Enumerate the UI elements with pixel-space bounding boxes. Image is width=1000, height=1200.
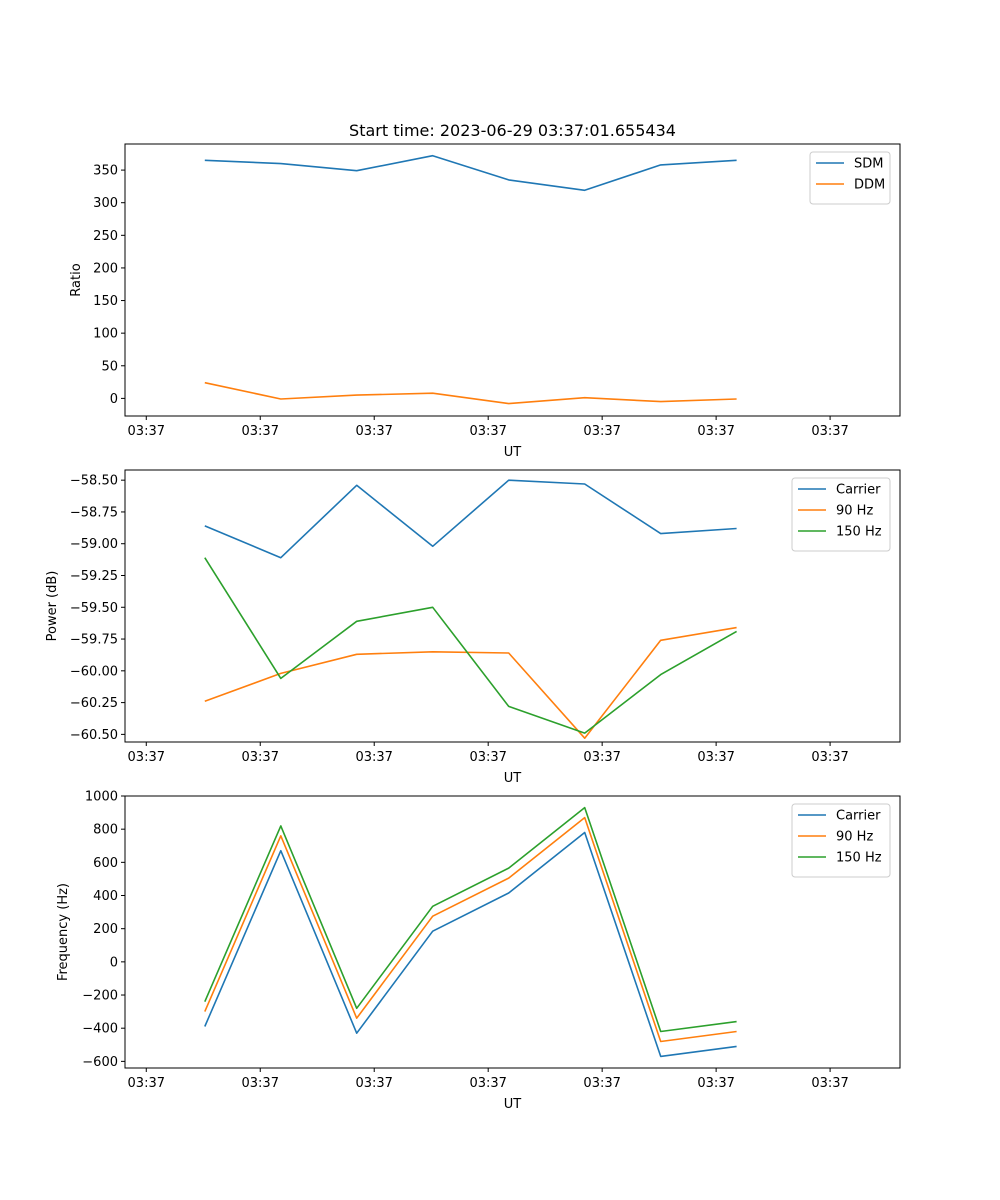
legend-box [791,803,891,878]
legend-entry: 150 Hz [836,525,882,540]
y-tick-label: 800 [93,823,118,838]
x-tick-label: 03:37 [583,750,620,765]
legend-entry: 90 Hz [836,504,873,519]
y-tick-label: −59.50 [70,601,118,616]
y-tick-label: 300 [93,196,118,211]
y-tick-label: 1000 [85,790,118,805]
series-line-90-hz [204,816,737,1043]
plot-frame [124,143,901,417]
x-tick-label: 03:37 [811,424,848,439]
legend-entry: DDM [854,178,885,193]
y-tick-label: 250 [93,229,118,244]
plot-frame [124,795,901,1069]
legend-entry: 150 Hz [836,851,882,866]
x-tick-label: 03:37 [583,1076,620,1091]
x-axis-label: UT [504,1097,522,1112]
y-tick-label: 150 [93,294,118,309]
y-tick-label: −600 [82,1055,118,1070]
x-tick-label: 03:37 [128,1076,165,1091]
x-tick-label: 03:37 [697,1076,734,1091]
plot-frame [124,469,901,743]
legend-entry: 90 Hz [836,830,873,845]
series-line-150-hz [204,557,737,734]
y-tick-label: 50 [101,359,118,374]
series-line-sdm [204,154,737,192]
x-tick-label: 03:37 [583,424,620,439]
chart-panel-3: 03:37 03:37 03:37 03:37 03:37 03:37 03:37 −600 −… [56,790,901,1112]
x-tick-label: 03:37 [128,750,165,765]
legend-entry: Carrier [836,809,881,824]
figure-title: Start time: 2023-06-29 03:37:01.655434 [349,121,676,140]
y-tick-label: −60.25 [70,696,118,711]
y-axis-label: Frequency (Hz) [56,883,71,981]
y-tick-label: −60.00 [70,664,118,679]
y-tick-label: 350 [93,164,118,179]
y-axis-label: Ratio [69,263,84,296]
y-tick-label: −59.75 [70,633,118,648]
legend-box [791,477,891,552]
x-tick-label: 03:37 [355,750,392,765]
y-tick-label: 100 [93,327,118,342]
chart-panel-1: 03:37 03:37 03:37 03:37 03:37 03:37 03:37 0 50 10… [69,143,901,460]
y-tick-label: −59.00 [70,537,118,552]
x-tick-label: 03:37 [355,424,392,439]
x-tick-label: 03:37 [469,1076,506,1091]
y-tick-label: −200 [82,989,118,1004]
chart-panel-2: 03:37 03:37 03:37 03:37 03:37 03:37 03:37 −60.5… [45,469,901,786]
series-line-carrier [204,831,737,1058]
x-axis-label: UT [504,445,522,460]
y-tick-label: 600 [93,856,118,871]
x-tick-label: 03:37 [242,1076,279,1091]
series-line-150-hz [204,806,737,1033]
x-tick-label: 03:37 [697,750,734,765]
y-tick-label: −58.50 [70,474,118,489]
series-line-carrier [204,479,737,559]
x-tick-label: 03:37 [811,1076,848,1091]
y-tick-label: 0 [110,392,118,407]
legend-entry: Carrier [836,483,881,498]
x-tick-label: 03:37 [697,424,734,439]
y-tick-label: 400 [93,889,118,904]
x-tick-label: 03:37 [242,424,279,439]
x-tick-label: 03:37 [811,750,848,765]
series-line-90-hz [204,626,737,740]
y-tick-label: 200 [93,261,118,276]
y-tick-label: −59.25 [70,569,118,584]
x-tick-label: 03:37 [355,1076,392,1091]
x-tick-label: 03:37 [469,424,506,439]
y-tick-label: −400 [82,1022,118,1037]
legend-entry: SDM [854,157,883,172]
x-tick-label: 03:37 [469,750,506,765]
x-tick-label: 03:37 [242,750,279,765]
y-tick-label: −58.75 [70,505,118,520]
y-tick-label: 0 [110,955,118,970]
x-tick-label: 03:37 [128,424,165,439]
y-axis-label: Power (dB) [45,571,60,642]
series-line-ddm [204,381,737,405]
x-axis-label: UT [504,771,522,786]
y-tick-label: 200 [93,922,118,937]
y-tick-label: −60.50 [70,728,118,743]
legend-box [809,151,891,205]
